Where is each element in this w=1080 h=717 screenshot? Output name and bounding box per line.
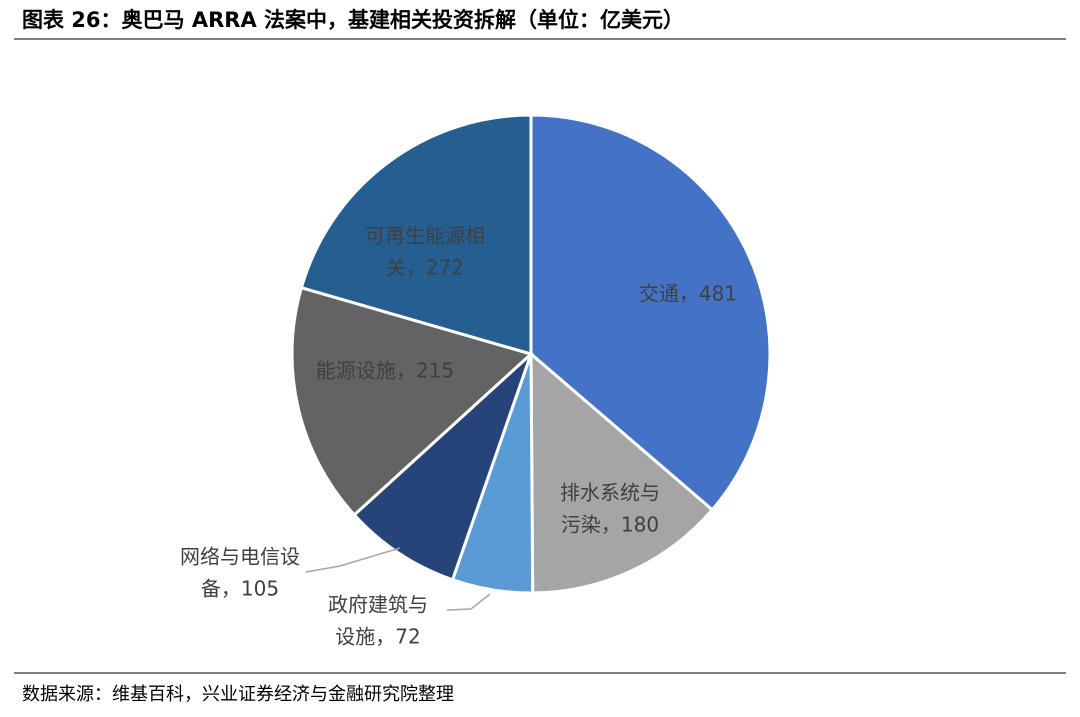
pie-slice [352,352,533,582]
leader-line [305,547,401,573]
pie-slice [529,113,772,512]
data-label: 设施，72 [335,625,420,649]
data-label: 排水系统与 [560,481,660,505]
data-label: 能源设施，215 [316,359,454,383]
data-label: 交通，481 [639,282,737,306]
data-label: 关，272 [386,256,464,280]
pie-slice [290,285,534,518]
data-label: 备，105 [201,577,279,601]
data-label: 政府建筑与 [328,593,428,617]
source-note: 数据来源：维基百科，兴业证券经济与金融研究院整理 [22,684,454,705]
pie-slice [299,113,533,356]
pie-slice [529,350,715,595]
data-label: 污染，180 [561,513,659,537]
chart-title: 图表 26：奥巴马 ARRA 法案中，基建相关投资拆解（单位：亿美元） [22,8,684,32]
data-label: 可再生能源相 [365,224,485,248]
leader-line [446,593,491,611]
data-label: 网络与电信设 [180,545,300,569]
